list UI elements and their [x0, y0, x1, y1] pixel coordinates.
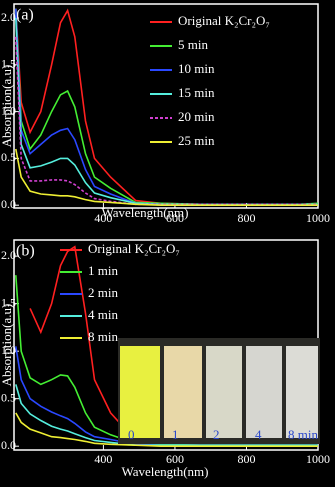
y-axis-title: Absorption(a.u) [0, 304, 14, 387]
legend-label: Original K₂Cr₂O₇ [178, 13, 270, 28]
x-axis-title: Wavelength(nm) [101, 205, 188, 220]
panel-label: (b) [16, 243, 35, 260]
vial [120, 346, 160, 438]
series-line [15, 36, 318, 206]
vial [206, 346, 242, 438]
series-line [15, 412, 318, 447]
inset-label: 1 [172, 427, 179, 442]
x-tick-label: 1000 [306, 452, 330, 466]
x-tick-label: 400 [94, 452, 112, 466]
series-line [15, 8, 318, 206]
x-axis-title: Wavelength(nm) [121, 464, 208, 479]
x-tick-label: 400 [94, 211, 112, 225]
vial [164, 346, 202, 438]
x-tick-label: 800 [237, 211, 255, 225]
y-axis-title: Absorption(a.u) [0, 65, 14, 148]
legend-label: 25 min [178, 133, 215, 148]
y-tick-label: 0.0 [1, 197, 16, 211]
y-tick-label: 1.5 [1, 57, 16, 71]
vial [286, 346, 318, 438]
panel: 0.0 0.5 1.0 1.5 2.0 400 600 800 1000 Wavelength(n… [0, 239, 330, 479]
legend-label: Original K₂Cr₂O₇ [88, 241, 180, 256]
y-tick-label: 0.5 [1, 390, 16, 404]
y-tick-label: 2.0 [1, 248, 16, 262]
inset-photo: 0 1 2 4 8 min [118, 338, 320, 444]
legend-label: 1 min [88, 263, 118, 278]
legend-label: 10 min [178, 61, 215, 76]
legend-label: 8 min [88, 329, 118, 344]
x-tick-label: 600 [166, 211, 184, 225]
panel: 0.0 0.5 1.0 1.5 2.0 400 600 800 1000 Wavelength(n… [0, 3, 330, 225]
panel-label: (a) [16, 7, 34, 24]
inset-label: 4 [255, 427, 262, 442]
series-line [15, 8, 318, 206]
legend-label: 20 min [178, 109, 215, 124]
inset-label: 0 [128, 427, 135, 442]
legend-label: 4 min [88, 307, 118, 322]
series-line [15, 8, 319, 206]
plot-frame [13, 3, 319, 209]
series-line [15, 148, 318, 206]
inset-label: 8 min [288, 427, 318, 442]
legend-label: 2 min [88, 285, 118, 300]
y-tick-label: 0.0 [1, 438, 16, 452]
inset-label: 2 [213, 427, 220, 442]
y-tick-label: 1.5 [1, 295, 16, 309]
y-tick-label: 1.0 [1, 103, 16, 117]
legend-label: 15 min [178, 85, 215, 100]
x-tick-label: 1000 [306, 211, 330, 225]
y-tick-label: 0.5 [1, 150, 16, 164]
y-tick-label: 2.0 [1, 10, 16, 24]
legend-label: 5 min [178, 37, 208, 52]
x-tick-label: 600 [166, 452, 184, 466]
x-tick-label: 800 [237, 452, 255, 466]
y-tick-label: 1.0 [1, 343, 16, 357]
vial [246, 346, 282, 438]
series-line [15, 384, 318, 446]
series-line [15, 17, 318, 206]
